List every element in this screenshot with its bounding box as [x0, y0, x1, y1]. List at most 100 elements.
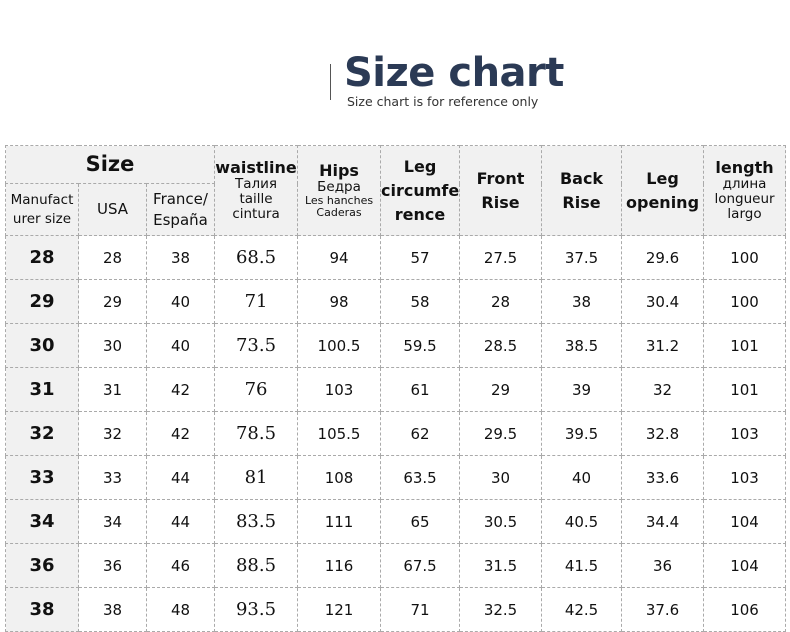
table-cell: 27.5: [459, 235, 543, 280]
table-cell: 36: [5, 543, 79, 588]
header-length: length длина longueur largo: [703, 145, 787, 236]
length-es: largo: [727, 205, 762, 222]
table-cell: 101: [703, 323, 787, 368]
header-france-espana: France/ España: [145, 183, 216, 236]
table-cell: 78.5: [214, 411, 299, 456]
table-cell: 106: [703, 587, 787, 632]
table-cell: 67.5: [380, 543, 461, 588]
table-cell: 59.5: [380, 323, 461, 368]
table-cell: 121: [297, 587, 382, 632]
header-leg-circumference: Leg circumfe rence: [380, 145, 461, 236]
header-usa: USA: [78, 183, 147, 236]
table-cell: 46: [145, 543, 216, 588]
table-cell: 104: [703, 543, 787, 588]
hips-label: Hips: [319, 161, 359, 181]
header-leg-opening: Leg opening: [621, 145, 705, 236]
table-cell: 73.5: [214, 323, 299, 368]
table-cell: 36: [78, 543, 147, 588]
table-cell: 44: [145, 499, 216, 544]
table-cell: 116: [297, 543, 382, 588]
table-cell: 98: [297, 279, 382, 324]
table-cell: 57: [380, 235, 461, 280]
table-cell: 105.5: [297, 411, 382, 456]
table-cell: 34.4: [621, 499, 705, 544]
table-row: 36 36 46 88.5 116 67.5 31.5 41.5 36 104: [5, 543, 787, 588]
table-cell: 42.5: [541, 587, 623, 632]
table-row: 34 34 44 83.5 111 65 30.5 40.5 34.4 104: [5, 499, 787, 544]
length-label: length: [715, 158, 774, 178]
table-cell: 100: [703, 279, 787, 324]
table-cell: 29.5: [459, 411, 543, 456]
table-cell: 34: [5, 499, 79, 544]
table-cell: 33: [78, 455, 147, 500]
table-cell: 28.5: [459, 323, 543, 368]
table-cell: 34: [78, 499, 147, 544]
table-cell: 38: [78, 587, 147, 632]
hips-fr: Les hanches: [304, 193, 374, 207]
table-cell: 88.5: [214, 543, 299, 588]
table-cell: 40: [145, 279, 216, 324]
table-cell: 71: [380, 587, 461, 632]
table-cell: 44: [145, 455, 216, 500]
table-cell: 71: [214, 279, 299, 324]
table-cell: 28: [459, 279, 543, 324]
table-cell: 31.5: [459, 543, 543, 588]
table-cell: 39: [541, 367, 623, 412]
table-cell: 30.4: [621, 279, 705, 324]
table-cell: 42: [145, 367, 216, 412]
table-cell: 32: [78, 411, 147, 456]
header-back-rise: Back Rise: [541, 145, 623, 236]
table-cell: 68.5: [214, 235, 299, 280]
table-cell: 28: [5, 235, 79, 280]
table-cell: 61: [380, 367, 461, 412]
table-cell: 31: [78, 367, 147, 412]
table-row: 38 38 48 93.5 121 71 32.5 42.5 37.6 106: [5, 587, 787, 632]
hips-es: Caderas: [316, 205, 362, 219]
table-cell: 41.5: [541, 543, 623, 588]
table-cell: 111: [297, 499, 382, 544]
table-cell: 29: [459, 367, 543, 412]
table-cell: 65: [380, 499, 461, 544]
table-row: 29 29 40 71 98 58 28 38 30.4 100: [5, 279, 787, 324]
header-front-rise: Front Rise: [459, 145, 543, 236]
table-cell: 38: [145, 235, 216, 280]
table-cell: 32.5: [459, 587, 543, 632]
header-manufacturer-size: Manufact urer size: [5, 183, 79, 236]
hips-ru: Бедра: [317, 178, 361, 195]
subtitle: Size chart is for reference only: [347, 94, 539, 109]
header-size: Size: [4, 145, 216, 184]
table-cell: 48: [145, 587, 216, 632]
table-cell: 83.5: [214, 499, 299, 544]
table-cell: 76: [214, 367, 299, 412]
table-cell: 42: [145, 411, 216, 456]
table-cell: 37.5: [541, 235, 623, 280]
table-cell: 31.2: [621, 323, 705, 368]
table-cell: 100: [703, 235, 787, 280]
table-cell: 30.5: [459, 499, 543, 544]
table-cell: 39.5: [541, 411, 623, 456]
page-title: Size chart: [344, 50, 564, 96]
table-cell: 32: [5, 411, 79, 456]
table-cell: 30: [459, 455, 543, 500]
table-row: 28 28 38 68.5 94 57 27.5 37.5 29.6 100: [5, 235, 787, 280]
table-cell: 28: [78, 235, 147, 280]
table-cell: 63.5: [380, 455, 461, 500]
table-cell: 108: [297, 455, 382, 500]
table-cell: 30: [5, 323, 79, 368]
waist-fr: taille: [239, 190, 273, 207]
table-cell: 36: [621, 543, 705, 588]
length-ru: длина: [722, 176, 767, 193]
table-cell: 104: [703, 499, 787, 544]
table-cell: 37.6: [621, 587, 705, 632]
table-cell: 101: [703, 367, 787, 412]
table-cell: 32: [621, 367, 705, 412]
divider: [330, 64, 331, 100]
table-cell: 103: [297, 367, 382, 412]
table-cell: 29.6: [621, 235, 705, 280]
table-cell: 94: [297, 235, 382, 280]
waist-label: waistline: [215, 158, 297, 178]
table-row: 30 30 40 73.5 100.5 59.5 28.5 38.5 31.2 101: [5, 323, 787, 368]
table-cell: 33.6: [621, 455, 705, 500]
header-hips: Hips Бедра Les hanches Caderas: [297, 145, 382, 236]
table-cell: 38: [541, 279, 623, 324]
